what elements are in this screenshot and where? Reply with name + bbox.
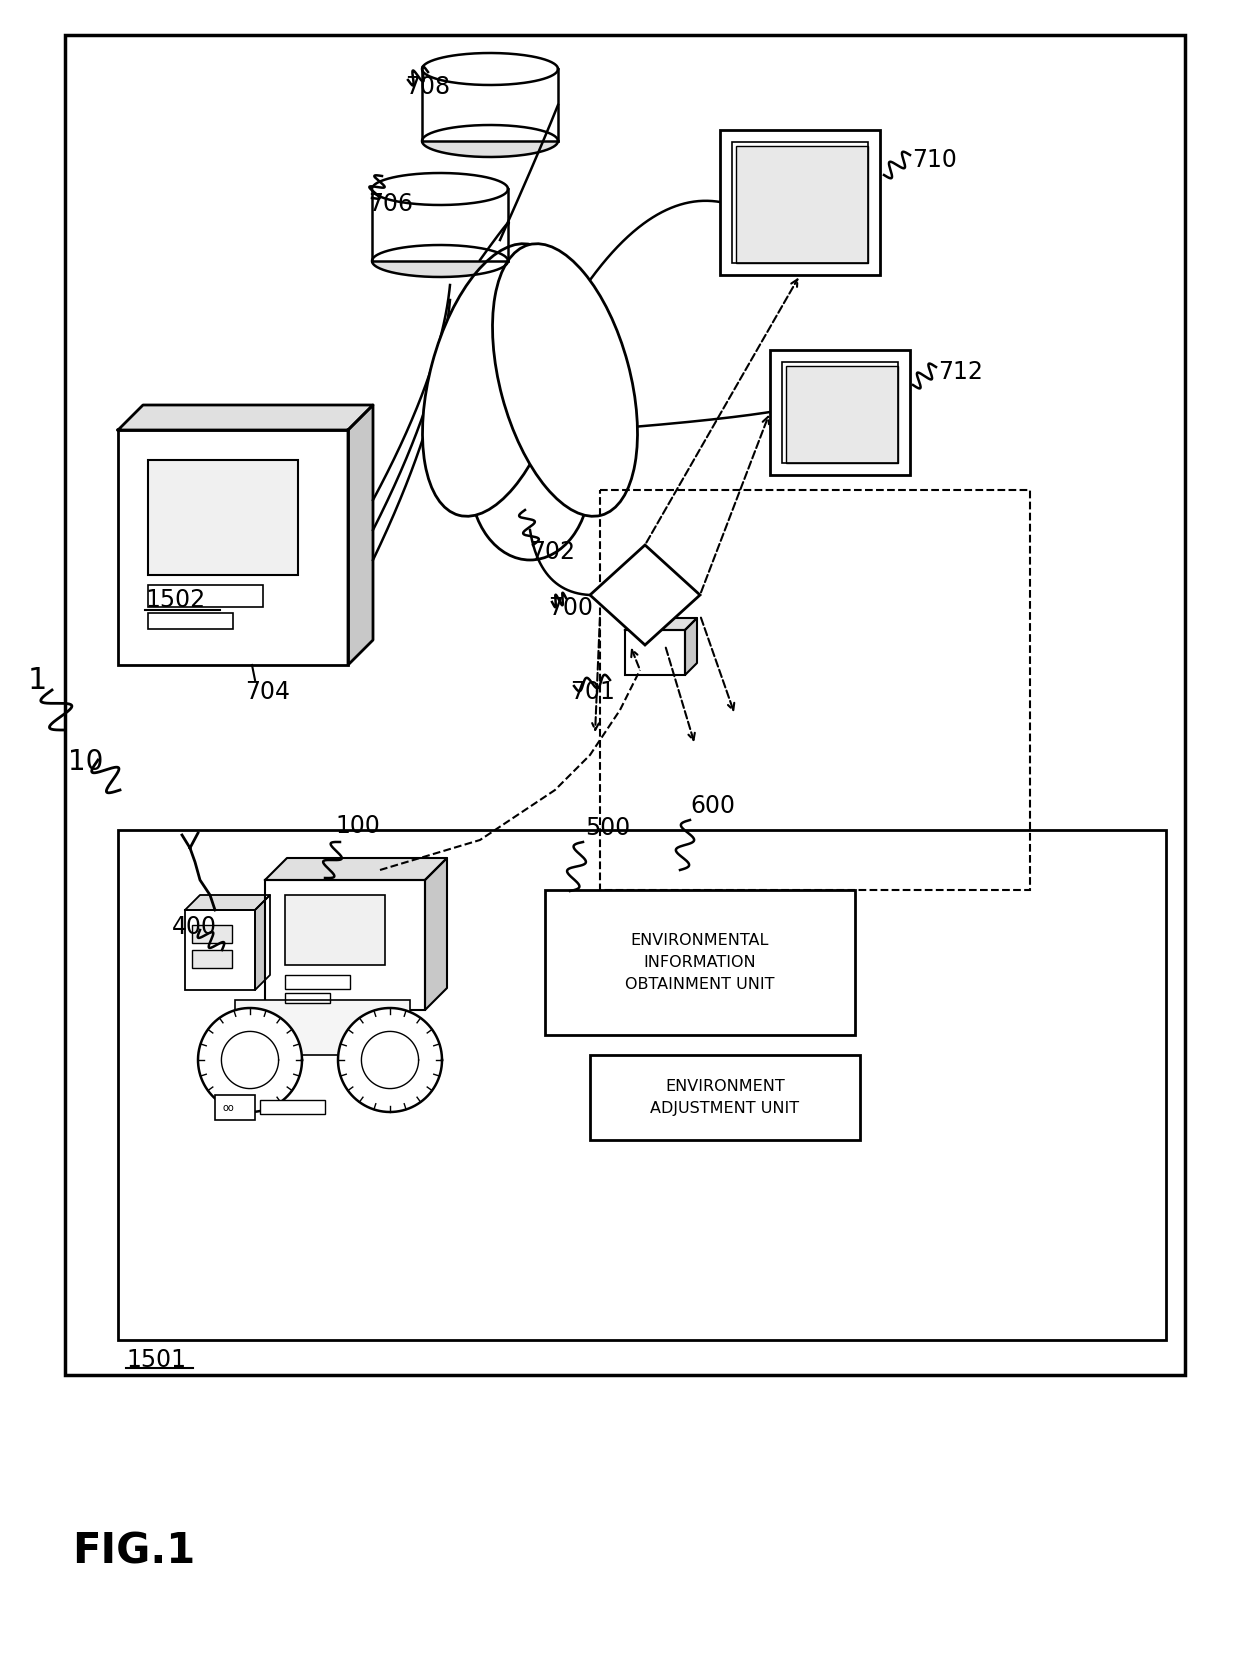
Bar — [285, 975, 350, 989]
Bar — [770, 349, 910, 476]
Bar — [737, 146, 868, 263]
Bar — [192, 950, 232, 968]
Polygon shape — [372, 190, 508, 261]
Bar — [625, 630, 684, 675]
Polygon shape — [348, 406, 373, 665]
Polygon shape — [372, 244, 508, 278]
Polygon shape — [422, 53, 558, 85]
Bar — [118, 830, 1166, 1340]
Text: ENVIRONMENT
ADJUSTMENT UNIT: ENVIRONMENT ADJUSTMENT UNIT — [651, 1079, 800, 1116]
Polygon shape — [339, 1008, 441, 1113]
Polygon shape — [118, 406, 373, 431]
Bar — [720, 130, 880, 274]
Bar — [285, 895, 384, 965]
Polygon shape — [422, 125, 558, 156]
Text: 1502: 1502 — [145, 589, 205, 612]
Bar — [118, 431, 348, 665]
Polygon shape — [198, 1008, 303, 1113]
Text: 704: 704 — [246, 680, 290, 703]
Text: 1: 1 — [29, 665, 47, 695]
Ellipse shape — [470, 401, 590, 560]
Polygon shape — [422, 68, 558, 141]
Polygon shape — [590, 545, 701, 645]
Text: 712: 712 — [937, 359, 983, 384]
Bar — [265, 880, 425, 1009]
Bar — [148, 585, 263, 607]
Bar — [732, 141, 868, 263]
Polygon shape — [185, 895, 270, 910]
Bar — [215, 1094, 255, 1119]
Bar — [148, 614, 233, 629]
Text: 500: 500 — [585, 817, 630, 840]
Text: ENVIRONMENTAL
INFORMATION
OBTAINMENT UNIT: ENVIRONMENTAL INFORMATION OBTAINMENT UNI… — [625, 933, 775, 993]
Bar — [148, 461, 298, 575]
Text: 708: 708 — [405, 75, 450, 100]
Bar — [600, 491, 1030, 890]
Polygon shape — [684, 619, 697, 675]
Bar — [236, 999, 410, 1054]
Text: 10: 10 — [68, 748, 103, 777]
Text: 710: 710 — [911, 148, 957, 171]
Bar — [782, 363, 898, 462]
Ellipse shape — [492, 244, 637, 516]
Text: 1501: 1501 — [126, 1349, 186, 1372]
Polygon shape — [625, 619, 697, 630]
Text: oo: oo — [222, 1103, 234, 1113]
Bar — [546, 890, 856, 1034]
Bar — [185, 910, 255, 989]
Polygon shape — [425, 858, 446, 1009]
Polygon shape — [372, 173, 508, 205]
Text: 600: 600 — [689, 793, 735, 818]
Text: 400: 400 — [172, 915, 217, 940]
Text: 702: 702 — [529, 540, 575, 564]
Bar — [590, 1054, 861, 1141]
Polygon shape — [265, 858, 446, 880]
Ellipse shape — [423, 244, 568, 516]
Text: 701: 701 — [570, 680, 615, 703]
Text: 706: 706 — [368, 191, 413, 216]
Bar — [192, 925, 232, 943]
Bar — [285, 993, 330, 1003]
Polygon shape — [255, 895, 270, 989]
Text: 100: 100 — [335, 813, 379, 838]
Bar — [64, 35, 1185, 1375]
Text: FIG.1: FIG.1 — [72, 1530, 195, 1572]
Text: 700: 700 — [548, 595, 593, 620]
Bar — [260, 1099, 325, 1114]
Bar — [786, 366, 898, 462]
